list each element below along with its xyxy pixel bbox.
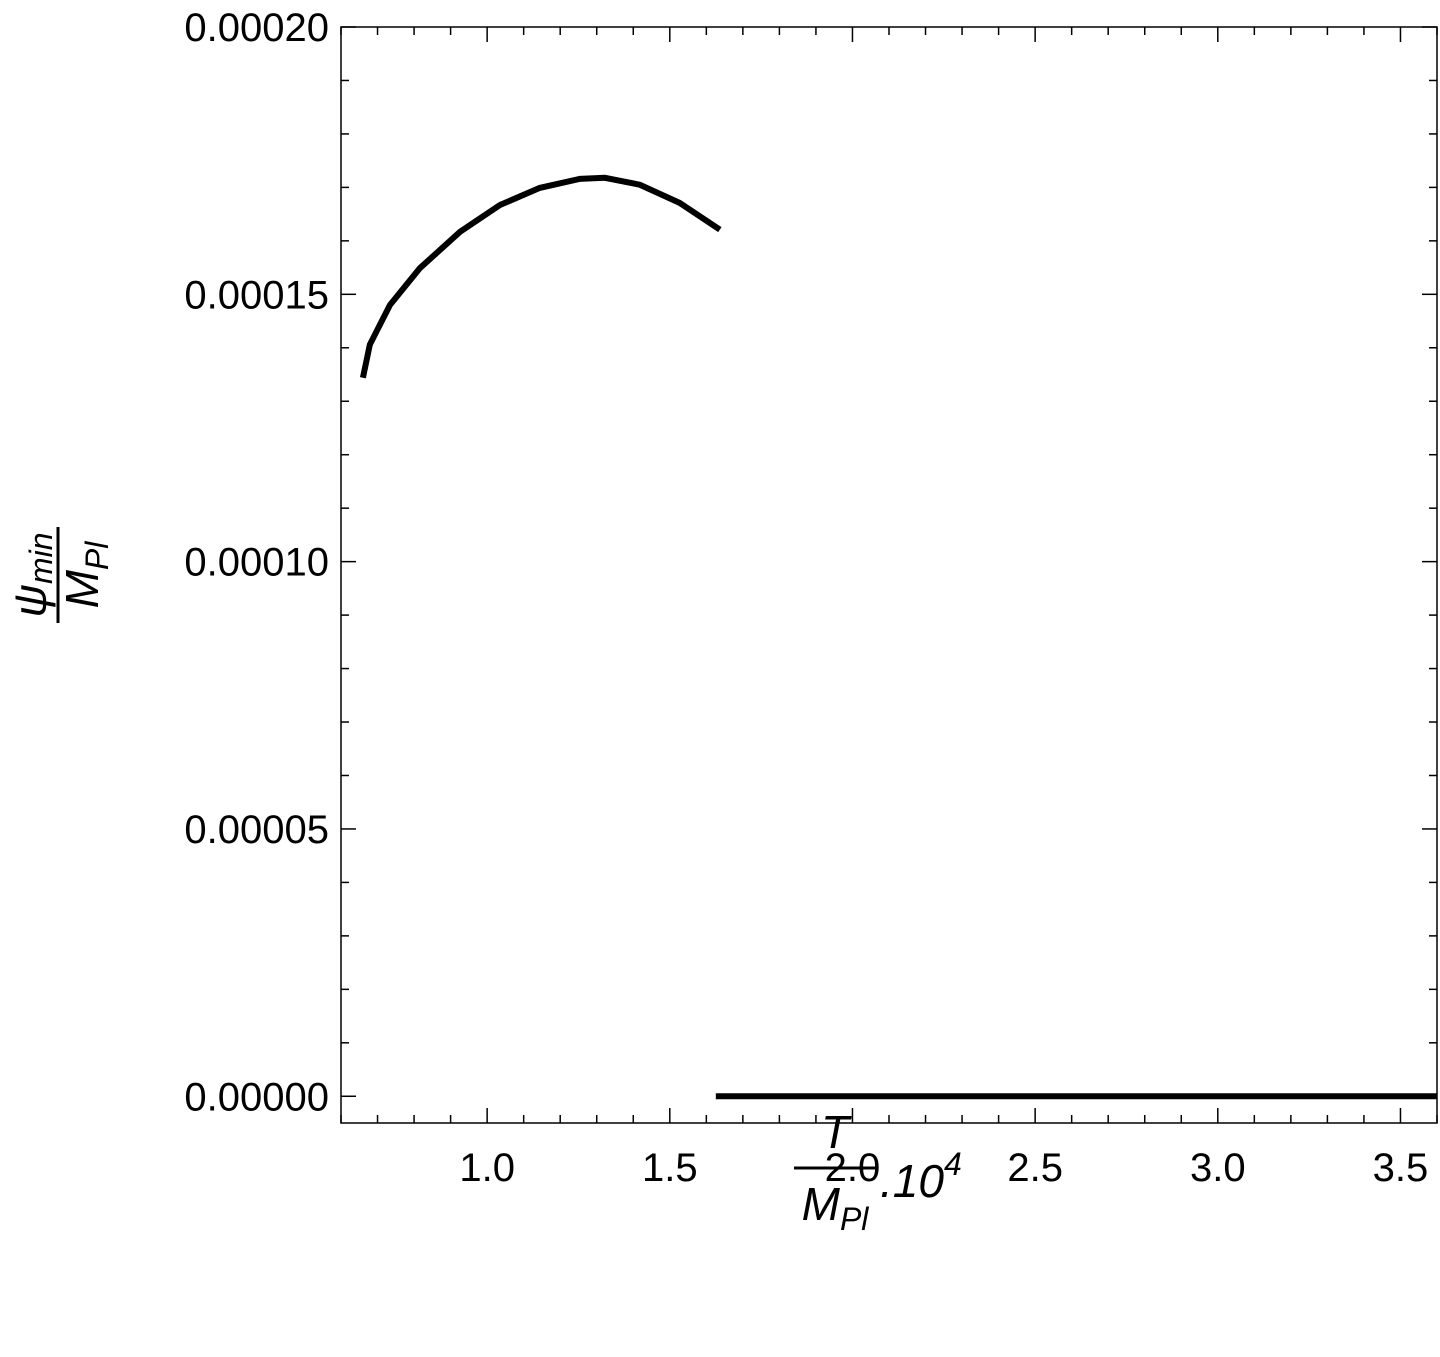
y-axis-label: ψmin MPl: [4, 527, 115, 623]
x-label-num: T: [821, 1106, 852, 1158]
x-label-den-sub: Pl: [840, 1201, 869, 1237]
x-tick-label: 2.5: [1007, 1146, 1063, 1190]
y-tick-label: 0.00010: [184, 541, 329, 585]
x-tick-label: 3.5: [1373, 1146, 1429, 1190]
y-label-denominator: MPl: [56, 541, 115, 609]
plot-frame: [340, 26, 1438, 1124]
y-label-numerator: ψmin: [4, 532, 59, 617]
x-tick-label: 1.5: [642, 1146, 698, 1190]
x-tick-label: 2.0: [825, 1146, 881, 1190]
x-label-denominator: MPl: [802, 1178, 870, 1237]
y-label-num-sub: min: [23, 532, 59, 584]
y-tick-label: 0.00020: [184, 6, 329, 50]
x-label-suffix: .104: [880, 1146, 962, 1207]
x-label-den: M: [802, 1178, 841, 1230]
y-label-den-sub: Pl: [79, 541, 115, 570]
data-line: [359, 174, 722, 379]
y-label-num: ψ: [4, 584, 56, 617]
y-tick-label: 0.00005: [184, 808, 329, 852]
y-tick-label: 0.00015: [184, 273, 329, 317]
x-label-numerator: T: [821, 1106, 852, 1158]
x-tick-label: 3.0: [1190, 1146, 1246, 1190]
y-tick-label: 0.00000: [184, 1075, 329, 1119]
x-label-sup: 4: [944, 1146, 962, 1182]
x-label-suffix-text: .10: [880, 1155, 944, 1207]
x-axis-label: T MPl .104: [794, 1106, 962, 1237]
x-tick-label: 1.0: [459, 1146, 515, 1190]
y-label-den: M: [56, 569, 108, 608]
